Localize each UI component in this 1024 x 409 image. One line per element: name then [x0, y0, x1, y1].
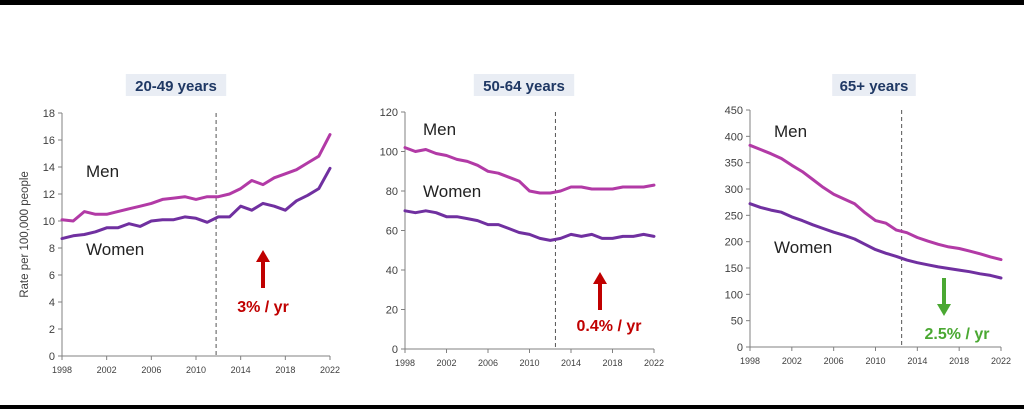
y-tick-label: 100 [725, 289, 743, 301]
x-tick-label: 1998 [52, 365, 72, 375]
series-line-men [748, 143, 1003, 262]
y-tick-label: 12 [43, 189, 55, 201]
x-tick-label: 2006 [141, 365, 161, 375]
x-tick-label: 2006 [478, 358, 498, 368]
y-tick-label: 250 [725, 210, 743, 222]
series-label-men: Men [423, 120, 456, 139]
chart-1: 20-49 years 0 2 4 6 8 10 12 14 16 18 1998 2002 2006 20… [19, 74, 340, 375]
y-tick-label: 18 [43, 108, 55, 120]
x-tick-label: 2006 [824, 356, 844, 366]
x-tick-label: 2010 [519, 358, 539, 368]
y-tick-label: 16 [43, 135, 55, 147]
x-tick-label: 2014 [231, 365, 251, 375]
x-tick-label: 2018 [949, 356, 969, 366]
series-line-men [60, 133, 332, 223]
x-tick-label: 2022 [320, 365, 340, 375]
y-tick-label: 200 [725, 237, 743, 249]
series-line-women [60, 166, 332, 241]
x-tick-label: 2022 [644, 358, 664, 368]
y-tick-label: 100 [380, 147, 398, 159]
y-tick-label: 300 [725, 184, 743, 196]
chart-title: 20-49 years [135, 78, 217, 95]
series-line-women [403, 209, 656, 242]
series-line-women [748, 202, 1003, 280]
chart-title-highlight [832, 74, 916, 96]
series-label-men: Men [774, 122, 807, 141]
y-axis-label: Rate per 100,000 people [19, 171, 31, 298]
x-tick-label: 2002 [782, 356, 802, 366]
chart-title: 65+ years [840, 78, 909, 95]
x-tick-label: 2002 [97, 365, 117, 375]
x-tick-label: 2014 [907, 356, 927, 366]
y-tick-label: 8 [49, 243, 55, 255]
x-tick-label: 2010 [186, 365, 206, 375]
series-label-men: Men [86, 162, 119, 181]
y-tick-label: 10 [43, 216, 55, 228]
y-tick-label: 60 [386, 226, 398, 238]
x-tick-label: 1998 [740, 356, 760, 366]
series-label-women: Women [774, 238, 832, 257]
y-tick-label: 14 [43, 162, 55, 174]
y-tick-label: 4 [49, 297, 55, 309]
series-label-women: Women [423, 182, 481, 201]
series-label-women: Women [86, 240, 144, 259]
top-border [0, 0, 1024, 5]
chart-title: 50-64 years [483, 78, 565, 95]
x-tick-label: 2018 [275, 365, 295, 375]
y-tick-label: 50 [731, 316, 743, 328]
x-tick-label: 2022 [991, 356, 1011, 366]
y-tick-label: 6 [49, 270, 55, 282]
y-tick-label: 150 [725, 263, 743, 275]
y-tick-label: 350 [725, 158, 743, 170]
series-line-men [403, 146, 656, 195]
trend-rate-label: 2.5% / yr [925, 326, 990, 343]
y-tick-label: 0 [737, 342, 743, 354]
y-tick-label: 0 [392, 344, 398, 356]
chart-3: 65+ years 0 50 100 150 200 250 300 350 400 450 1998… [725, 74, 1011, 366]
x-tick-label: 2002 [436, 358, 456, 368]
y-tick-label: 20 [386, 305, 398, 317]
x-tick-label: 1998 [395, 358, 415, 368]
y-tick-label: 40 [386, 265, 398, 277]
x-tick-label: 2010 [865, 356, 885, 366]
y-tick-label: 120 [380, 107, 398, 119]
trend-arrowhead-down-icon [937, 304, 951, 316]
chart-2: 50-64 years 0 20 40 60 80 100 120 1998 2002 2006 20… [380, 74, 664, 368]
y-tick-label: 450 [725, 105, 743, 117]
chart-title-highlight [125, 74, 227, 96]
x-tick-label: 2018 [602, 358, 622, 368]
bottom-border [0, 405, 1024, 409]
trend-arrowhead-up-icon [593, 272, 607, 284]
trend-rate-label: 3% / yr [237, 299, 289, 316]
y-tick-label: 80 [386, 186, 398, 198]
y-tick-label: 400 [725, 131, 743, 143]
x-tick-label: 2014 [561, 358, 581, 368]
y-tick-label: 0 [49, 351, 55, 363]
y-tick-label: 2 [49, 324, 55, 336]
trend-rate-label: 0.4% / yr [577, 318, 642, 335]
chart-title-highlight [473, 74, 575, 96]
trend-arrowhead-up-icon [256, 250, 270, 262]
